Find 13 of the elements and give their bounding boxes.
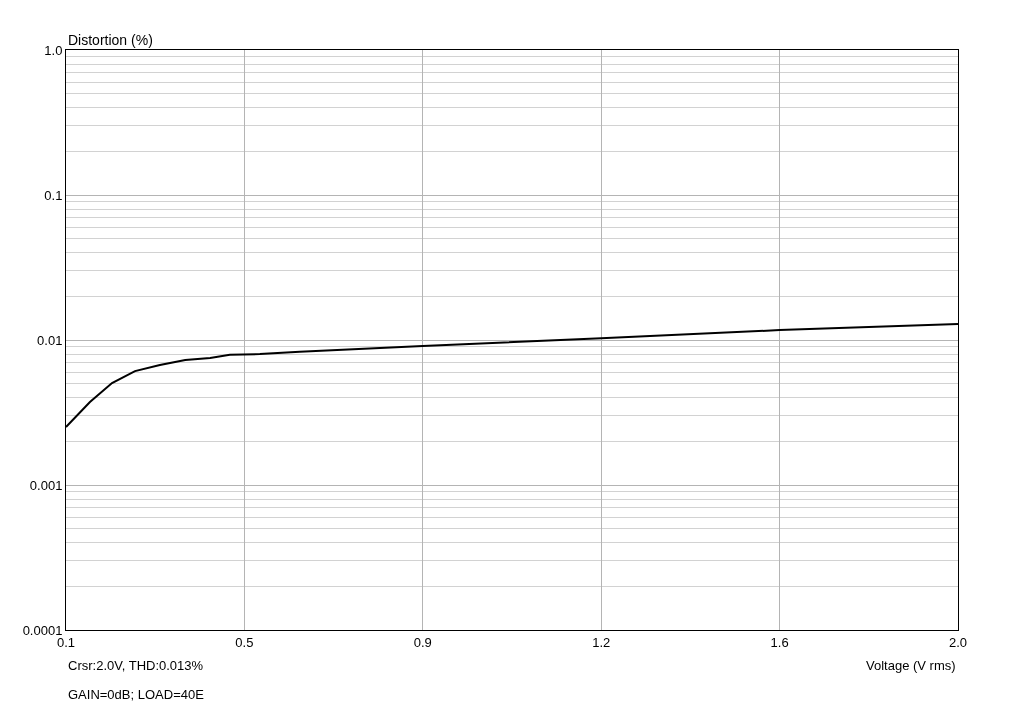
y-tick-label: 0.01 — [37, 332, 63, 348]
y-tick-label: 1.0 — [44, 42, 63, 58]
y-axis-title: Distortion (%) — [68, 32, 153, 48]
x-axis-title: Voltage (V rms) — [866, 658, 956, 673]
x-tick-label: 1.6 — [770, 634, 789, 650]
x-tick-label: 0.5 — [235, 634, 254, 650]
y-tick-label: 0.1 — [44, 187, 63, 203]
x-tick-label: 2.0 — [948, 634, 968, 650]
text: Crsr:2.0V, THD:0.013% — [68, 658, 204, 673]
y-tick-label: 0.001 — [29, 477, 63, 493]
text: GAIN=0dB; LOAD=40E — [68, 687, 205, 701]
x-tick-label: 1.2 — [592, 634, 611, 650]
x-tick-label: 0.9 — [413, 634, 432, 650]
